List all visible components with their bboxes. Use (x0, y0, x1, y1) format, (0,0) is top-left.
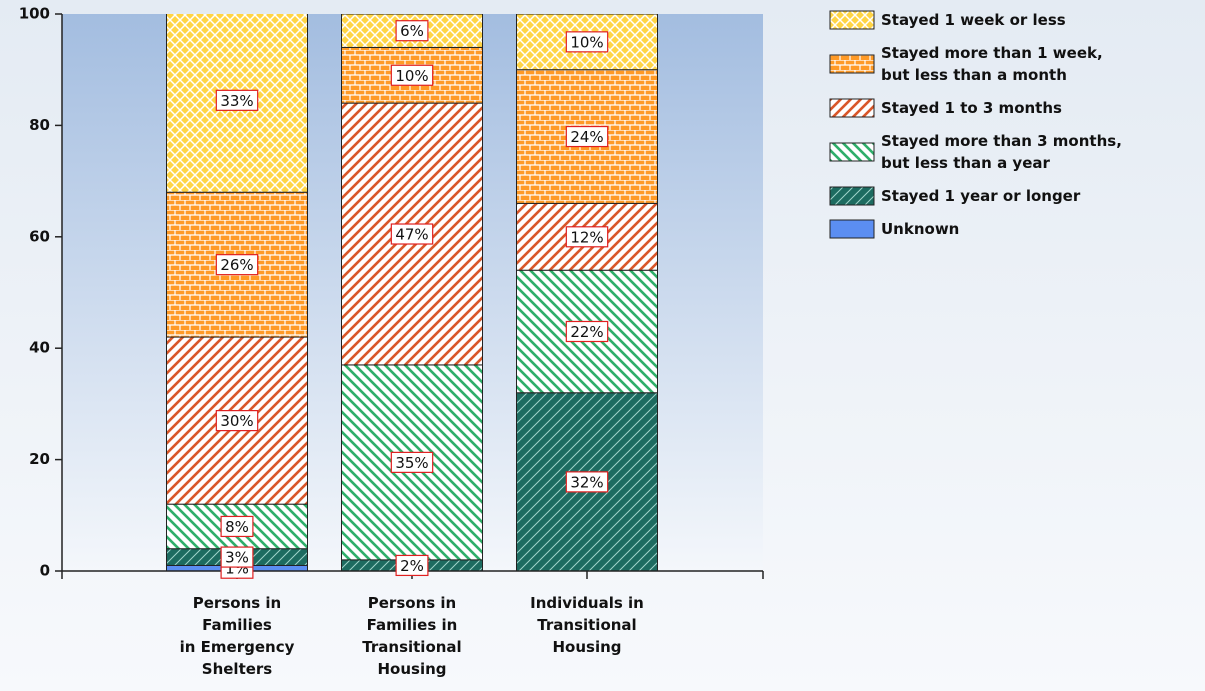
data-label-text: 22% (570, 323, 603, 341)
data-label: 10% (565, 31, 609, 53)
data-label: 33% (215, 89, 259, 111)
data-label: 30% (215, 410, 259, 432)
legend-label: Stayed 1 week or less (881, 11, 1066, 29)
data-label-text: 33% (220, 92, 253, 110)
y-tick-label: 0 (40, 562, 50, 580)
legend-item: Stayed 1 to 3 months (829, 98, 1062, 118)
y-tick-label: 20 (29, 450, 50, 468)
legend-label: Stayed more than 3 months, but less than … (881, 132, 1122, 172)
data-label-text: 2% (400, 557, 424, 575)
data-label-box (390, 451, 434, 473)
data-label-box (220, 546, 254, 568)
legend-label: Stayed 1 year or longer (881, 187, 1081, 205)
data-label-text: 30% (220, 412, 253, 430)
legend-swatch (829, 54, 875, 74)
data-label: 24% (565, 125, 609, 148)
data-label-box (215, 410, 259, 432)
data-label-box (565, 471, 609, 493)
data-label-text: 8% (225, 518, 249, 536)
legend-item: Unknown (829, 219, 959, 239)
data-label: 6% (395, 20, 429, 42)
data-label-box (565, 320, 609, 343)
legend-item: Stayed 1 year or longer (829, 186, 1081, 206)
data-label: 2% (395, 554, 429, 577)
data-label-box (390, 64, 434, 86)
data-label: 32% (565, 471, 609, 493)
x-tick-label: Individuals in Transitional Housing (530, 594, 644, 656)
legend-label: Stayed more than 1 week, but less than a … (881, 44, 1103, 84)
data-label-box (565, 125, 609, 148)
data-label-box (220, 515, 254, 538)
data-label-box (395, 554, 429, 577)
y-tick-label: 80 (29, 116, 50, 134)
data-label: 26% (215, 254, 259, 276)
legend-label: Unknown (881, 220, 959, 238)
data-label: 12% (565, 226, 609, 248)
legend-swatch (829, 219, 875, 239)
data-label-text: 24% (570, 128, 603, 146)
data-label: 10% (390, 64, 434, 86)
data-label-text: 26% (220, 256, 253, 274)
legend-item: Stayed more than 1 week, but less than a … (829, 44, 1103, 84)
legend-label: Stayed 1 to 3 months (881, 99, 1062, 117)
legend-swatch (829, 98, 875, 118)
legend-item: Stayed more than 3 months, but less than … (829, 132, 1122, 172)
y-tick-label: 40 (29, 339, 50, 357)
data-label: 22% (565, 320, 609, 343)
x-tick-label: Persons in Families in Emergency Shelters (180, 594, 295, 678)
y-tick-label: 100 (19, 5, 50, 23)
data-label-text: 10% (570, 33, 603, 51)
data-label-text: 12% (570, 228, 603, 246)
data-label-text: 35% (395, 454, 428, 472)
data-label-text: 47% (395, 226, 428, 244)
data-label-text: 10% (395, 67, 428, 85)
data-label: 3% (220, 546, 254, 568)
data-label-box (395, 20, 429, 42)
y-tick-label: 60 (29, 227, 50, 245)
legend-swatch (829, 186, 875, 206)
data-label-box (565, 31, 609, 53)
legend-swatch (829, 10, 875, 30)
data-label-text: 32% (570, 473, 603, 491)
legend-item: Stayed 1 week or less (829, 10, 1066, 30)
data-label-box (215, 89, 259, 111)
data-label-box (390, 223, 434, 245)
data-label: 8% (220, 515, 254, 538)
data-label-text: 3% (225, 549, 249, 567)
legend-swatch (829, 142, 875, 162)
data-label-box (565, 226, 609, 248)
data-label: 47% (390, 223, 434, 245)
data-label-box (215, 254, 259, 276)
data-label-text: 6% (400, 22, 424, 40)
x-tick-label: Persons in Families in Transitional Housing (362, 594, 461, 678)
data-label: 35% (390, 451, 434, 473)
